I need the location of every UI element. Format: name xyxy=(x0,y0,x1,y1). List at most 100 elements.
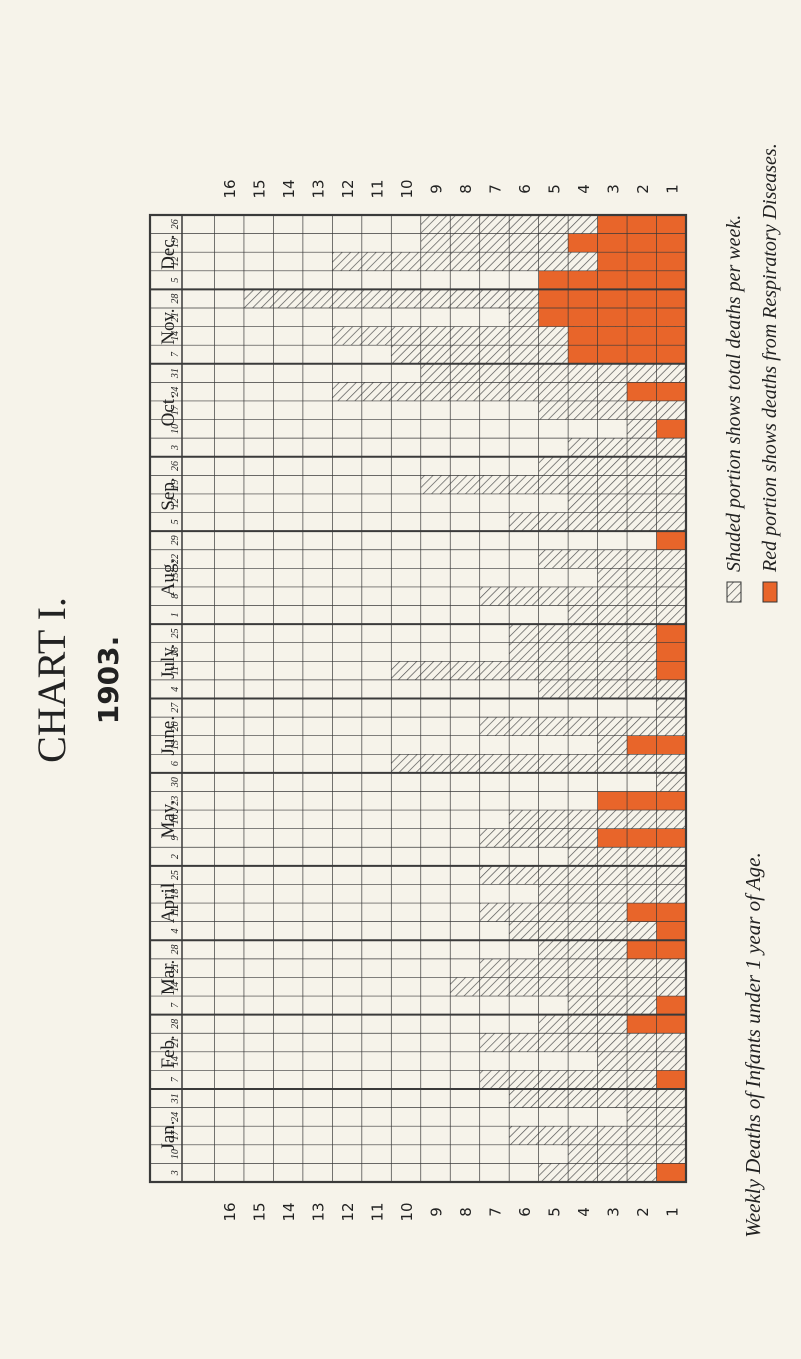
bar-total-sep-19 xyxy=(420,475,686,494)
week-label: 12 xyxy=(170,498,181,508)
y-tick-label-bottom: 14 xyxy=(280,1202,298,1221)
y-tick-label-bottom: 13 xyxy=(310,1202,328,1221)
week-label: 21 xyxy=(170,312,181,322)
week-label: 26 xyxy=(170,461,181,471)
y-tick-label-top: 11 xyxy=(369,179,387,198)
week-label: 5 xyxy=(170,519,181,524)
month-label: Nov. xyxy=(158,308,179,344)
y-tick-label-top: 5 xyxy=(545,184,563,194)
week-label: 21 xyxy=(170,1038,181,1048)
y-tick-label-top: 13 xyxy=(310,179,328,198)
y-tick-label-bottom: 7 xyxy=(486,1207,504,1217)
y-tick-label-top: 8 xyxy=(457,184,475,194)
month-label: Oct. xyxy=(158,394,179,426)
week-label: 10 xyxy=(170,1149,181,1159)
chart-year: 1903. xyxy=(92,636,125,725)
week-label: 19 xyxy=(170,238,181,248)
y-tick-label-top: 12 xyxy=(339,179,357,198)
bar-respiratory-feb-7 xyxy=(656,1070,686,1090)
week-label: 20 xyxy=(170,721,181,731)
bar-respiratory-aug-29 xyxy=(656,531,686,550)
legend-shaded-swatch xyxy=(726,581,742,603)
month-label: June. xyxy=(158,716,179,756)
week-label: 5 xyxy=(170,278,181,283)
week-label: 23 xyxy=(170,796,181,806)
chart-frame xyxy=(148,213,688,1184)
week-label: 28 xyxy=(170,294,181,304)
bar-respiratory-dec-12 xyxy=(597,252,686,271)
bar-respiratory-oct-10 xyxy=(656,419,686,439)
y-tick-label-top: 16 xyxy=(221,179,239,198)
bar-respiratory-jan-3 xyxy=(656,1163,686,1182)
bar-respiratory-april-4 xyxy=(656,921,686,941)
chart-title: CHART I. xyxy=(29,597,74,763)
y-tick-label-bottom: 8 xyxy=(457,1207,475,1217)
week-label: 7 xyxy=(170,351,181,357)
week-label: 13 xyxy=(170,740,181,750)
bar-total-aug-22 xyxy=(538,549,686,569)
week-label: 1 xyxy=(170,612,181,617)
y-tick-label-top: 2 xyxy=(634,184,652,194)
week-label: 18 xyxy=(170,647,181,657)
week-label: 31 xyxy=(170,1093,181,1104)
week-label: 2 xyxy=(170,854,181,859)
month-label: Sep. xyxy=(158,477,179,510)
bar-total-april-18 xyxy=(538,884,686,904)
week-label: 12 xyxy=(170,256,181,266)
y-tick-label-bottom: 3 xyxy=(604,1207,622,1217)
y-tick-label-bottom: 1 xyxy=(663,1207,681,1217)
bar-total-oct-31 xyxy=(420,363,686,383)
week-label: 28 xyxy=(170,945,181,955)
y-tick-label-top: 7 xyxy=(486,184,504,194)
week-label: 10 xyxy=(170,424,181,434)
legend: Shaded portion shows total deaths per we… xyxy=(723,143,781,603)
bar-total-oct-17 xyxy=(538,400,686,420)
bar-total-feb-21 xyxy=(479,1033,686,1052)
week-label: 11 xyxy=(170,908,181,917)
y-tick-label-bottom: 15 xyxy=(251,1202,269,1221)
y-tick-label-top: 3 xyxy=(604,184,622,194)
week-label: 6 xyxy=(170,761,181,766)
bar-total-aug-15 xyxy=(597,568,686,587)
week-label: 17 xyxy=(170,1130,181,1141)
y-tick-label-bottom: 5 xyxy=(545,1207,563,1217)
titles: CHART I. 1903. Weekly Deaths of Infants … xyxy=(29,597,765,1238)
bar-total-may-30 xyxy=(656,772,686,792)
y-tick-label-bottom: 9 xyxy=(428,1207,446,1217)
bar-total-aug-8 xyxy=(479,586,686,606)
week-label: 16 xyxy=(170,814,181,824)
y-tick-label-top: 10 xyxy=(398,179,416,198)
week-label: 28 xyxy=(170,1019,181,1029)
week-label: 11 xyxy=(170,666,181,675)
week-label: 25 xyxy=(170,628,181,638)
y-tick-label-top: 9 xyxy=(428,184,446,194)
week-label: 31 xyxy=(170,368,181,379)
week-label: 7 xyxy=(170,1002,181,1008)
legend-shaded-label: Shaded portion shows total deaths per we… xyxy=(723,215,745,572)
y-tick-label-bottom: 11 xyxy=(369,1202,387,1221)
week-label: 25 xyxy=(170,870,181,880)
bar-respiratory-july-18 xyxy=(656,642,686,662)
bar-respiratory-july-11 xyxy=(656,661,686,680)
y-tick-label-top: 1 xyxy=(663,184,681,194)
month-label: Feb. xyxy=(158,1035,179,1068)
week-label: 19 xyxy=(170,480,181,490)
week-label: 24 xyxy=(170,387,181,397)
bar-respiratory-may-9 xyxy=(597,828,686,848)
week-label: 9 xyxy=(170,835,181,840)
week-label: 3 xyxy=(170,1170,181,1176)
legend-red-swatch xyxy=(762,581,778,603)
y-tick-label-bottom: 6 xyxy=(516,1207,534,1217)
bar-total-july-4 xyxy=(538,679,686,699)
y-tick-label-top: 4 xyxy=(575,184,593,194)
week-label: 17 xyxy=(170,404,181,415)
week-label: 27 xyxy=(170,702,181,713)
bar-respiratory-may-23 xyxy=(597,791,686,811)
week-label: 18 xyxy=(170,889,181,899)
bar-total-june-20 xyxy=(479,717,686,736)
bar-total-april-25 xyxy=(479,865,686,885)
week-label: 4 xyxy=(170,687,181,692)
bar-total-mar-21 xyxy=(479,958,686,978)
month-label: Jan. xyxy=(158,1120,179,1150)
